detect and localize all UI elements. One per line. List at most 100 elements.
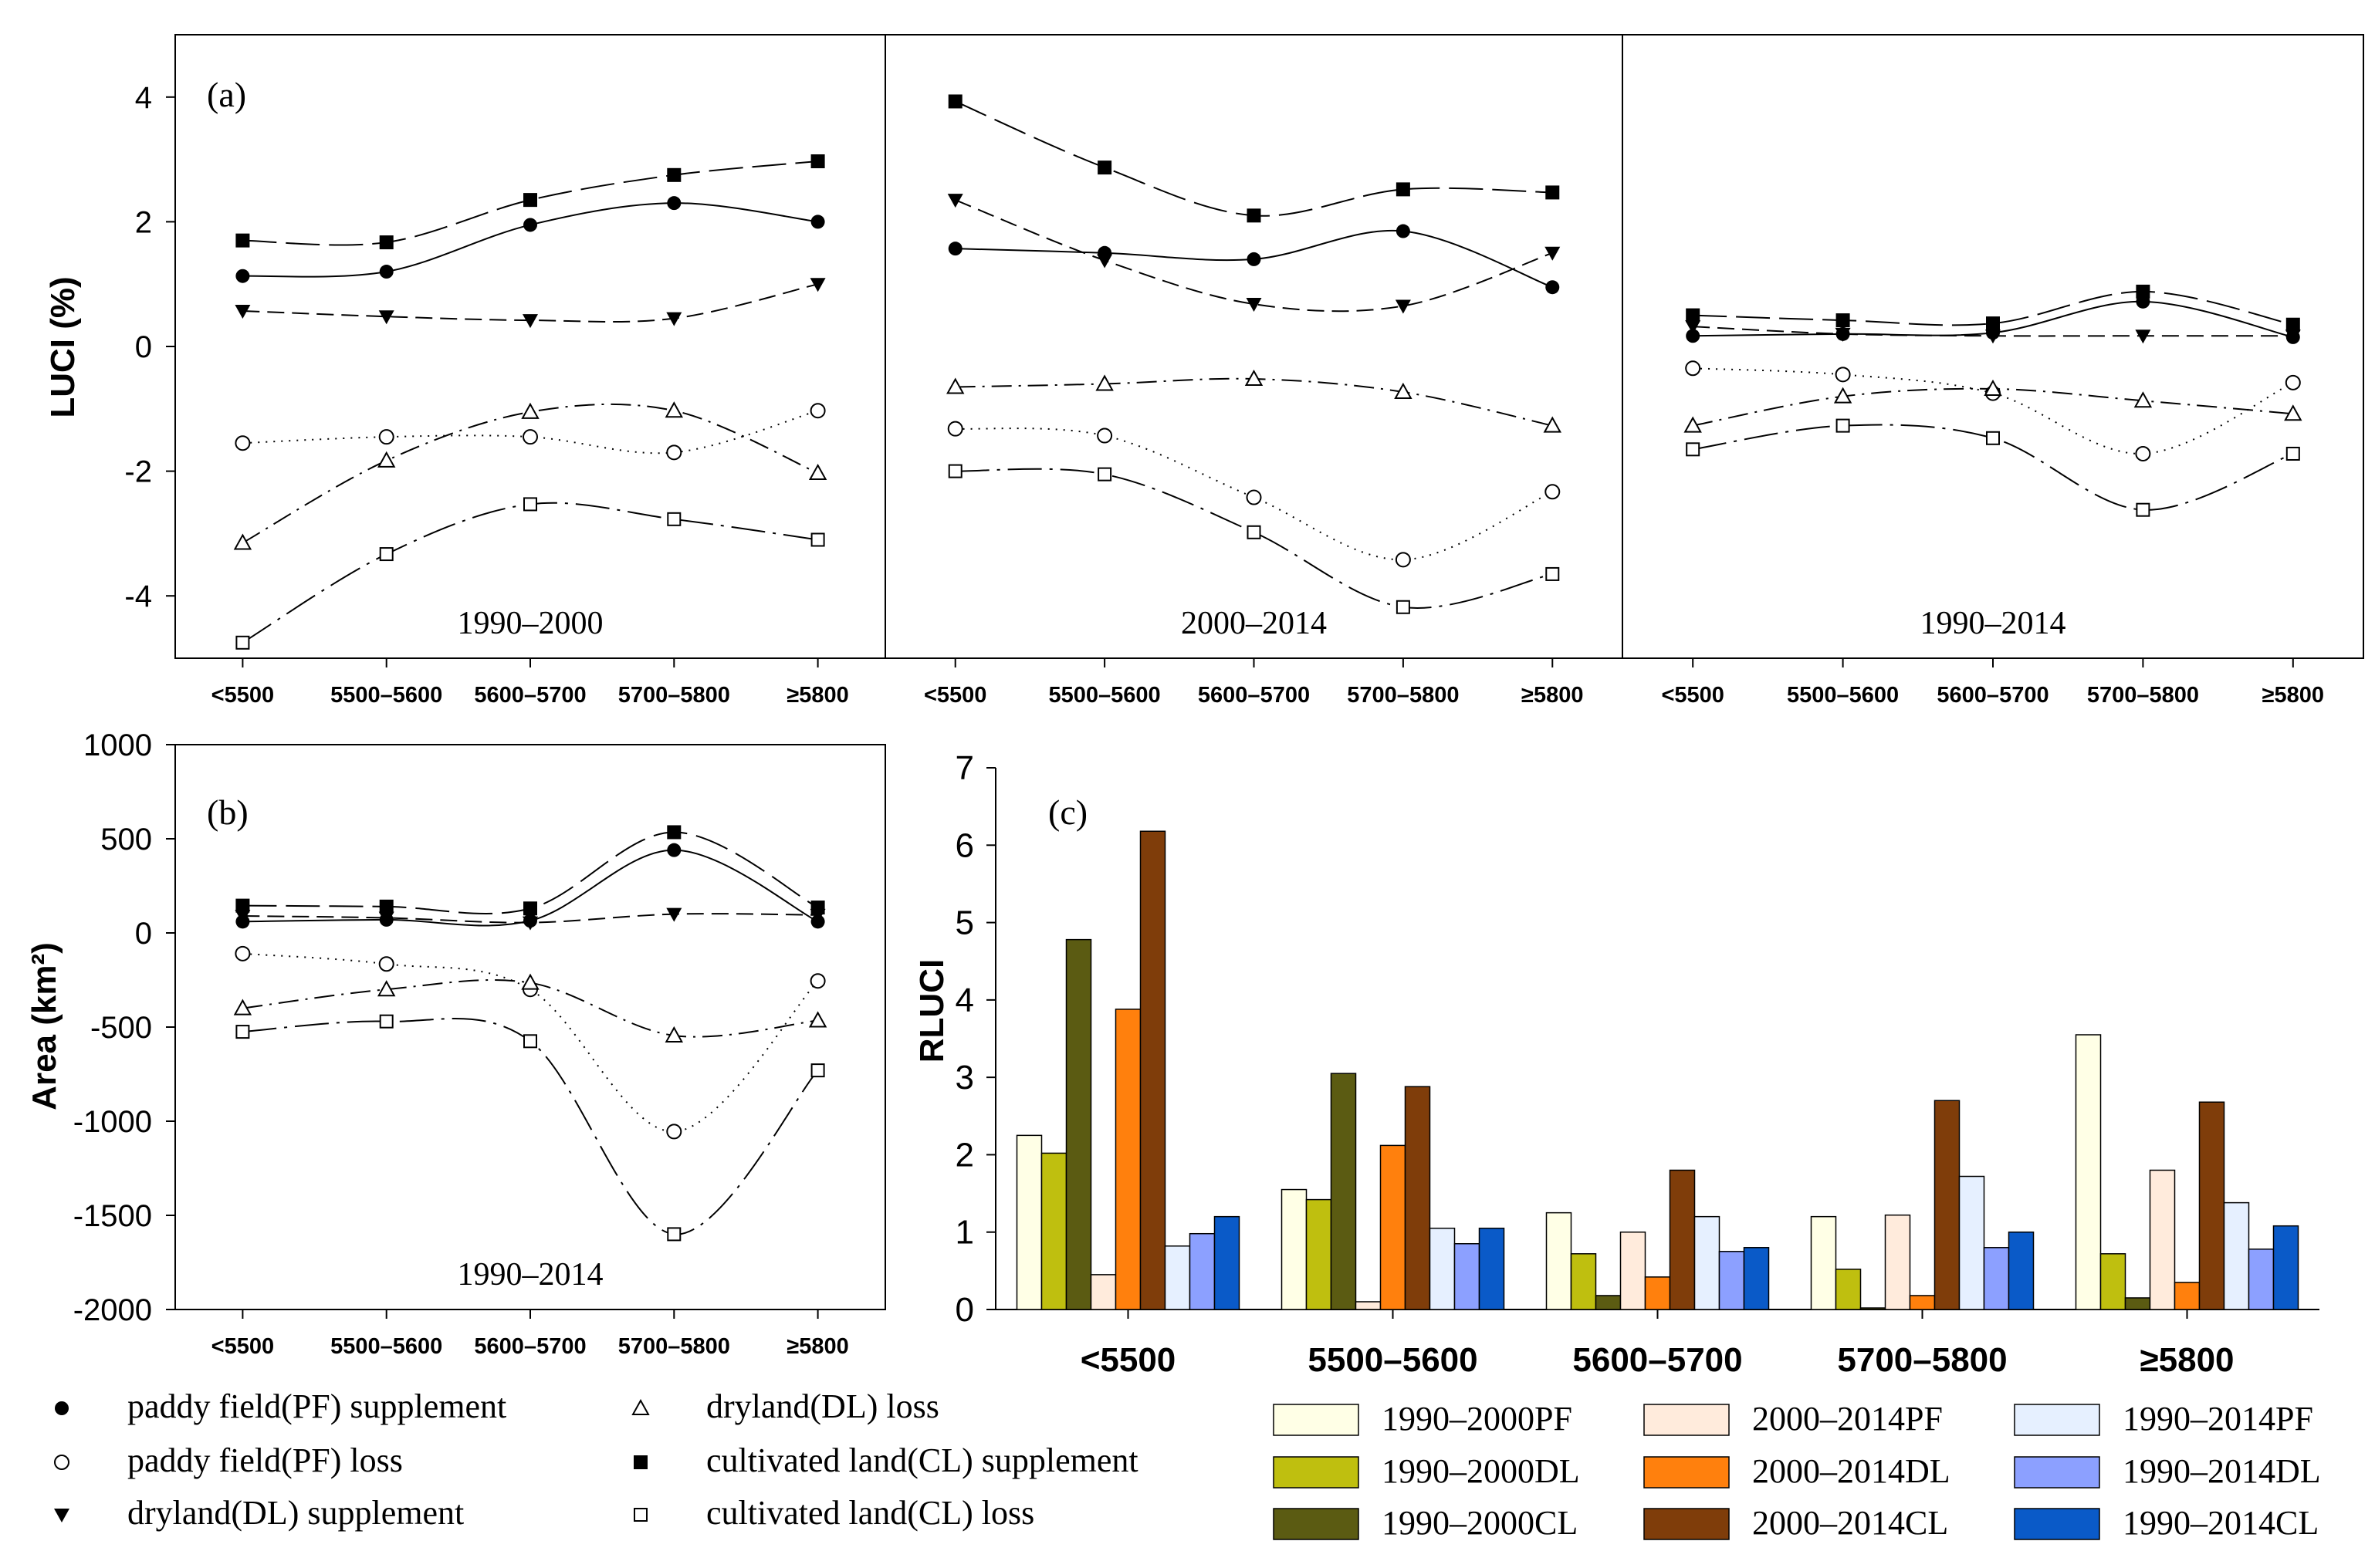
data-point: [1986, 316, 2000, 331]
panel-a-luci: <5500 5500–5600 5600–5700 5700–5800 ≥5800 199…: [44, 34, 2364, 708]
data-point: [378, 429, 394, 445]
y-tick-label: 500: [100, 823, 152, 857]
data-point: [235, 1025, 250, 1039]
data-point: [1396, 182, 1410, 197]
data-point: [947, 421, 963, 437]
panel-label: (c): [1048, 792, 1088, 832]
bar: [1164, 1245, 1191, 1310]
bar: [1669, 1169, 1696, 1310]
legend-swatch: [1643, 1404, 1730, 1436]
data-point: [810, 973, 826, 989]
bar: [1693, 1215, 1720, 1310]
data-point: [1544, 484, 1561, 500]
bar: [1453, 1243, 1480, 1310]
data-point: [235, 945, 251, 961]
data-point: [667, 843, 682, 857]
x-tick-label: <5500: [924, 683, 986, 708]
data-point: [233, 999, 252, 1015]
data-point: [810, 901, 825, 915]
bar: [1859, 1307, 1886, 1310]
series-line: [242, 831, 819, 914]
bar: [2008, 1231, 2035, 1310]
data-point: [946, 377, 965, 394]
data-point: [808, 463, 827, 481]
x-tick-label: 5500–5600: [1308, 1341, 1477, 1379]
data-point: [2136, 502, 2150, 517]
data-point: [1835, 327, 1851, 342]
data-point: [523, 901, 537, 916]
x-tick-label: ≥5800: [787, 683, 848, 708]
data-point: [810, 1063, 825, 1078]
legend-label: cultivated land(CL) supplement: [706, 1441, 1138, 1479]
x-tick-label: 5500–5600: [330, 1334, 442, 1359]
y-tick-label: -1000: [73, 1105, 152, 1139]
x-tick-label: 5700–5800: [2087, 683, 2199, 708]
subplot-title: 1990–2014: [1920, 606, 2066, 641]
data-point: [1095, 374, 1114, 391]
legend-label: 2000–2014PF: [1752, 1400, 1943, 1438]
legend-label: 1990–2000CL: [1382, 1504, 1578, 1542]
bar: [1189, 1232, 1216, 1310]
data-point: [667, 825, 682, 840]
data-point: [1246, 489, 1262, 505]
panel-label: (b): [207, 792, 249, 832]
data-point: [378, 911, 394, 926]
legend-marker: [54, 1455, 69, 1470]
data-point: [1247, 208, 1261, 223]
data-point: [1244, 369, 1264, 387]
data-point: [808, 1011, 827, 1028]
data-point: [948, 464, 963, 478]
data-point: [1543, 416, 1561, 433]
data-point: [1985, 329, 2001, 344]
data-point: [1098, 467, 1112, 482]
legend-swatch: [1273, 1456, 1359, 1489]
data-point: [521, 402, 540, 419]
data-point: [810, 154, 825, 169]
legend-label: 1990–2014DL: [2123, 1452, 2321, 1490]
data-point: [1247, 525, 1261, 539]
bar: [1884, 1214, 1911, 1310]
legend-swatch: [1273, 1404, 1359, 1436]
data-point: [523, 218, 537, 232]
data-point: [377, 980, 396, 997]
bar: [1379, 1144, 1406, 1310]
legend-swatch: [1273, 1508, 1359, 1540]
data-point: [379, 899, 394, 914]
legend-swatch: [2014, 1508, 2100, 1540]
bar-legend: 1990–2000PF 1990–2000DL 1990–2000CL 2000–20…: [1273, 1400, 2321, 1542]
bar: [1305, 1198, 1332, 1310]
y-tick-label: 7: [956, 749, 974, 787]
bar: [2272, 1225, 2299, 1310]
data-point: [666, 444, 682, 461]
data-point: [378, 956, 394, 972]
bar: [1958, 1175, 1985, 1310]
y-axis-label: LUCI (%): [44, 276, 82, 417]
x-tick-label: 5600–5700: [1572, 1341, 1742, 1379]
data-point: [235, 435, 251, 451]
data-point: [667, 512, 682, 526]
x-tick-label: 5700–5800: [618, 1334, 730, 1359]
bar: [2198, 1101, 2225, 1310]
bar: [1570, 1253, 1597, 1310]
legend-label: paddy field(PF) loss: [127, 1441, 403, 1479]
x-tick-label: 5700–5800: [618, 683, 730, 708]
data-point: [1683, 416, 1702, 433]
bar: [1213, 1215, 1240, 1310]
series-line: [242, 952, 819, 1133]
x-tick-label: ≥5800: [1521, 683, 1583, 708]
legend-marker: [634, 1455, 648, 1469]
series-line: [242, 403, 818, 544]
x-tick-label: 5600–5700: [474, 683, 586, 708]
bar: [1355, 1301, 1382, 1310]
x-tick-label: <5500: [1661, 683, 1724, 708]
legend-marker: [634, 1508, 648, 1522]
legend-label: 1990–2000PF: [1382, 1400, 1572, 1438]
data-point: [1246, 298, 1262, 313]
x-tick-label: 5700–5800: [1837, 1341, 2007, 1379]
plot-frame: [885, 34, 1623, 659]
data-point: [1396, 224, 1410, 238]
x-tick-label: 5600–5700: [474, 1334, 586, 1359]
data-point: [667, 167, 682, 182]
x-tick-label: 5700–5800: [1347, 683, 1459, 708]
